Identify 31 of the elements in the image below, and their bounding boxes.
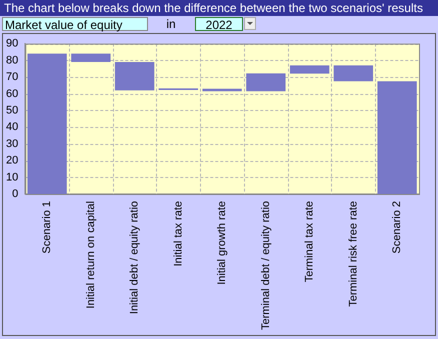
y-tick-label: 40 [6, 121, 18, 134]
chart-title: The chart below breaks down the difference between the two scenarios' results [0, 0, 438, 16]
x-tick-label: Initial return on capital [84, 200, 97, 309]
x-tick-label: Scenario 2 [391, 200, 404, 254]
y-tick-label: 20 [6, 154, 18, 167]
y-tick-label: 60 [6, 88, 18, 100]
bar [27, 54, 67, 194]
bar [114, 62, 154, 90]
x-tick-label: Scenario 1 [41, 200, 54, 254]
y-tick-label: 10 [6, 171, 18, 184]
bar [377, 81, 417, 194]
text: Market value of equity [2, 17, 148, 32]
x-tick-label: Terminal debt / equity ratio [260, 200, 272, 330]
x-tick-label: Terminal risk free rate [347, 200, 360, 307]
y-tick-label: 80 [6, 54, 18, 66]
x-tick-label: Initial debt / equity ratio [128, 200, 141, 314]
x-tick-label: Initial tax rate [172, 200, 184, 266]
y-tick-label: 0 [12, 188, 18, 200]
y-tick-label: 30 [6, 138, 18, 150]
bar [290, 65, 330, 74]
text: in [165, 17, 177, 31]
bar [71, 54, 111, 62]
y-tick-label: 70 [6, 71, 18, 84]
x-tick-label: Initial growth rate [216, 200, 228, 285]
x-tick-label: Terminal tax rate [304, 200, 316, 282]
y-tick-label: 90 [6, 38, 18, 50]
bar [334, 65, 374, 82]
y-tick-label: 50 [6, 104, 18, 116]
bar [246, 73, 286, 92]
text: 2022 [195, 17, 243, 32]
bar [202, 88, 242, 92]
